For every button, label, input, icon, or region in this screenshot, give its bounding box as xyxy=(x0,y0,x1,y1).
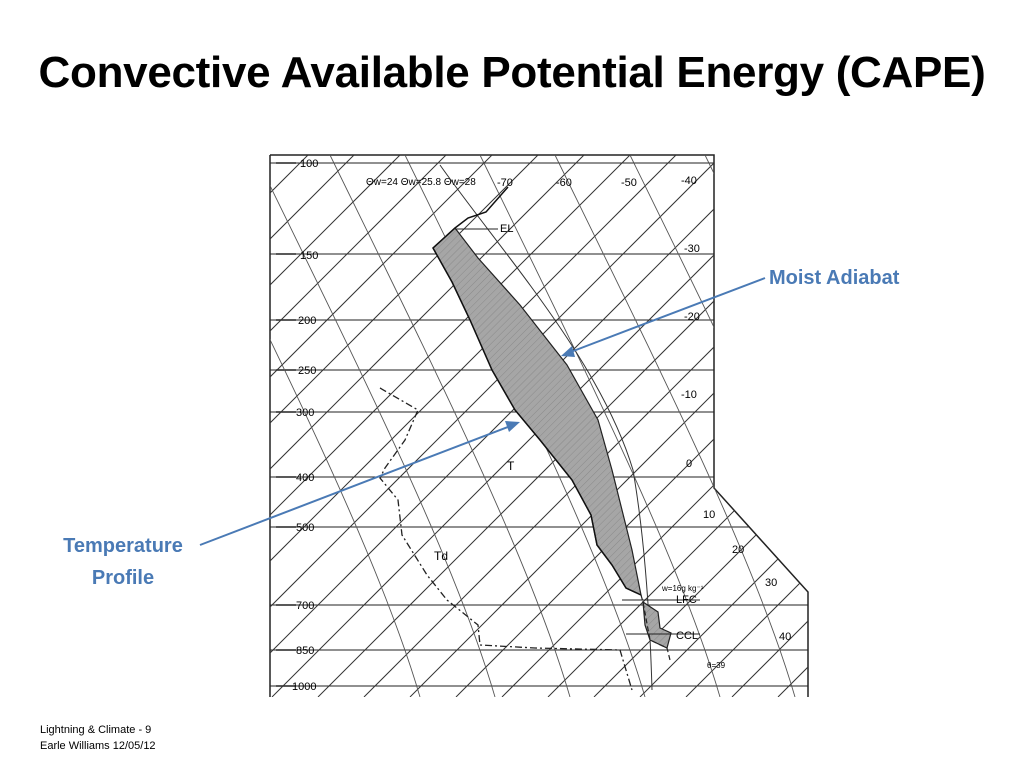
isotherm-line xyxy=(270,155,585,697)
isotherm-line xyxy=(685,155,808,697)
isotherm-label-minus30: -30 xyxy=(684,243,700,255)
isotherm-line xyxy=(777,155,808,697)
footer-line2: Earle Williams 12/05/12 xyxy=(40,740,156,752)
isotherm-line xyxy=(0,155,216,697)
el-label: EL xyxy=(500,223,513,235)
pressure-label-700: 700 xyxy=(296,600,314,612)
isotherm-line xyxy=(270,155,677,697)
temperature-profile-callout-line2: Profile xyxy=(91,567,155,589)
mixing-ratio-label: w=16g kg⁻¹ xyxy=(661,584,704,593)
isotherm-line xyxy=(639,155,808,697)
temperature-axis: -70 -60 -50 -40 -30 -20 -10 0 10 20 30 4… xyxy=(497,175,791,643)
isotherm-label-minus60: -60 xyxy=(556,177,572,189)
isotherm-label-minus40: -40 xyxy=(681,175,697,187)
isotherm-label-minus10: -10 xyxy=(681,389,697,401)
isotherm-line xyxy=(916,155,1024,697)
isotherm-line xyxy=(270,155,631,697)
isotherm-line xyxy=(824,155,1024,697)
isotherm-label-30: 30 xyxy=(765,577,777,589)
ccl-label: CCL xyxy=(676,630,698,642)
pressure-label-250: 250 xyxy=(298,365,316,377)
temperature-profile-curve xyxy=(432,186,642,596)
pressure-label-1000: 1000 xyxy=(292,681,316,693)
isotherm-line xyxy=(962,155,1024,697)
temperature-profile-callout-line1: Temperature xyxy=(63,535,183,557)
lfc-label: LFC xyxy=(676,594,697,606)
moist-adiabat-arrow xyxy=(561,277,766,357)
isotherm-line xyxy=(270,155,493,697)
isotherm-label-0: 0 xyxy=(686,458,692,470)
slide-footer: Lightning & Climate - 9 Earle Williams 1… xyxy=(40,722,156,754)
isotherm-line xyxy=(731,155,808,697)
isotherm-label-minus50: -50 xyxy=(621,177,637,189)
dewpoint-profile-curve xyxy=(379,387,633,691)
pressure-label-400: 400 xyxy=(296,472,314,484)
isotherm-line xyxy=(270,155,769,697)
isotherm-line xyxy=(0,155,170,697)
isotherm-line xyxy=(870,155,1024,697)
isotherm-line xyxy=(547,155,808,697)
isotherm-line xyxy=(0,155,262,697)
pressure-label-100: 100 xyxy=(300,158,318,170)
pressure-label-300: 300 xyxy=(296,407,314,419)
isotherm-label-minus20: -20 xyxy=(684,311,700,323)
pressure-label-500: 500 xyxy=(296,522,314,534)
dry-adiabat-curve xyxy=(704,155,808,697)
isotherm-line xyxy=(270,155,447,697)
isotherm-line xyxy=(593,155,808,697)
isotherm-label-40: 40 xyxy=(779,631,791,643)
slide-title: Convective Available Potential Energy (C… xyxy=(38,48,986,97)
dry-adiabat-curve xyxy=(404,155,646,697)
isotherm-line xyxy=(409,155,808,697)
moist-adiabat-callout: Moist Adiabat xyxy=(769,267,900,289)
isotherm-line xyxy=(270,155,309,697)
temperature-curve-label: T xyxy=(507,459,515,473)
dewpoint-curve-label: Td xyxy=(434,549,448,563)
dry-adiabat-curve xyxy=(479,155,721,697)
dry-adiabat-curve xyxy=(779,155,808,697)
dry-adiabat-curve xyxy=(270,155,421,697)
pressure-label-850: 850 xyxy=(296,645,314,657)
pressure-label-200: 200 xyxy=(298,315,316,327)
theta-w-header: Θw=24 Θw=25.8 Θw=28 xyxy=(366,177,476,188)
dry-adiabat-curve xyxy=(270,155,496,697)
footer-line1: Lightning & Climate - 9 xyxy=(40,724,152,736)
dry-adiabat-curve xyxy=(329,155,571,697)
temperature-profile-callout: Temperature Profile xyxy=(40,530,206,594)
isotherm-label-minus70: -70 xyxy=(497,177,513,189)
isotherm-line xyxy=(270,155,723,697)
dry-adiabat-curve xyxy=(554,155,796,697)
pressure-axis: 100 150 200 250 300 400 500 700 850 1000 xyxy=(292,158,318,693)
isotherm-label-10: 10 xyxy=(703,509,715,521)
isotherm-label-20: 20 xyxy=(732,544,744,556)
level-markers: EL LFC CCL xyxy=(455,223,700,642)
theta-label: θ=39 xyxy=(707,661,726,670)
isotherm-line xyxy=(270,155,401,697)
cin-shaded-area xyxy=(642,600,672,649)
dry-adiabat-curve xyxy=(629,155,808,697)
isotherm-line xyxy=(270,155,355,697)
pressure-label-150: 150 xyxy=(300,250,318,262)
temperature-profile-arrow xyxy=(199,421,520,546)
